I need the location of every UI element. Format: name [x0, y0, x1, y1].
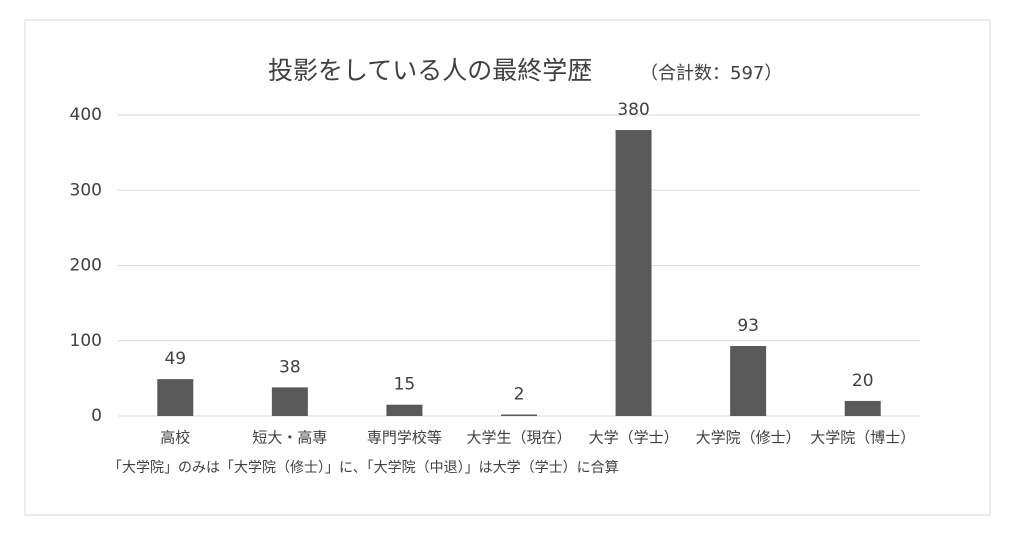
data-label: 20	[852, 371, 874, 391]
y-tick-label: 0	[91, 406, 102, 426]
x-tick-label: 高校	[160, 429, 190, 447]
chart-title: 投影をしている人の最終学歴	[268, 56, 592, 85]
x-tick-label: 大学院（博士）	[810, 429, 915, 447]
bar	[271, 387, 308, 416]
data-label: 2	[514, 384, 525, 404]
x-tick-label: 大学院（修士）	[696, 429, 801, 447]
data-label: 380	[617, 100, 649, 120]
data-label: 93	[737, 316, 759, 336]
x-tick-label: 専門学校等	[367, 429, 442, 447]
y-tick-label: 400	[70, 105, 102, 125]
bar	[615, 130, 652, 417]
bar	[157, 379, 194, 416]
chart-subtitle: （合計数：597）	[640, 63, 782, 84]
y-tick-label: 300	[70, 180, 102, 200]
x-tick-label: 大学（学士）	[589, 429, 679, 447]
y-tick-label: 200	[70, 256, 102, 276]
chart-frame	[24, 19, 991, 516]
bar	[730, 346, 767, 416]
x-tick-label: 大学生（現在）	[466, 429, 571, 447]
y-tick-label: 100	[70, 331, 102, 351]
data-label: 15	[394, 375, 416, 395]
bar	[844, 400, 881, 416]
x-tick-label: 短大・高専	[252, 429, 327, 447]
data-label: 38	[279, 357, 301, 377]
bar	[386, 404, 423, 416]
bar	[501, 414, 537, 416]
data-label: 49	[164, 349, 186, 369]
chart-note: 「大学院」のみは「大学院（修士）」に、「大学院（中退）」は大学（学士）に合算	[108, 460, 619, 476]
